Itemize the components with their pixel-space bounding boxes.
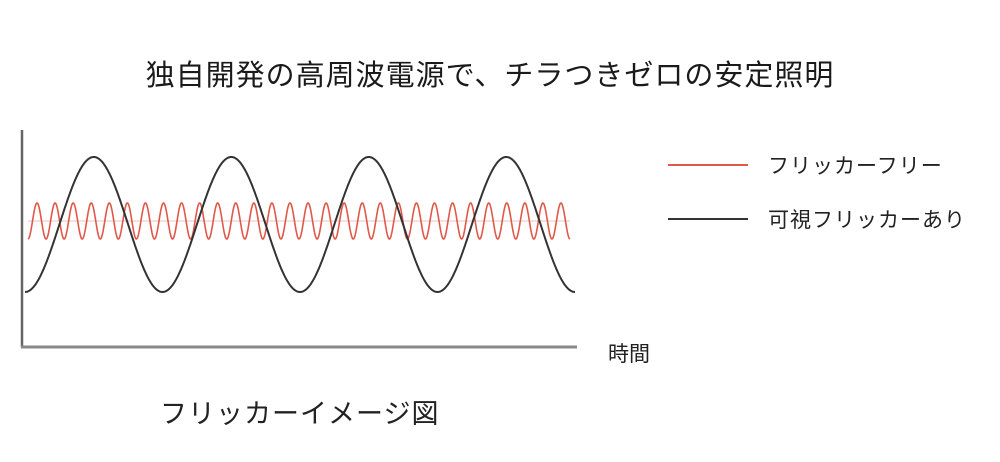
flicker-chart <box>20 130 577 349</box>
legend-item-visible-flicker: 可視フリッカーあり <box>668 204 966 234</box>
legend-label: フリッカーフリー <box>768 154 943 178</box>
figure-caption: フリッカーイメージ図 <box>160 399 440 430</box>
x-axis-label: 時間 <box>608 342 650 366</box>
legend-swatch-black <box>668 218 748 220</box>
page-title: 独自開発の高周波電源で、チラつきゼロの安定照明 <box>145 58 835 92</box>
legend-swatch-red <box>668 164 748 166</box>
series-visible-flicker <box>25 156 575 293</box>
legend-label: 可視フリッカーあり <box>768 208 966 232</box>
legend-item-flicker-free: フリッカーフリー <box>668 150 943 180</box>
series-flicker-free <box>27 202 571 240</box>
